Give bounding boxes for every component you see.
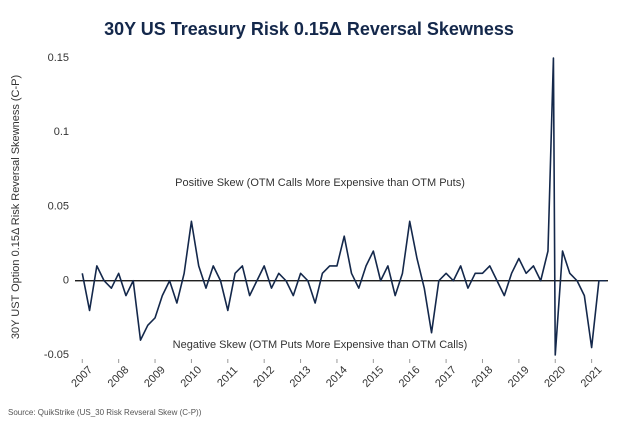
x-tick-label: 2018 [470,364,496,390]
x-tick-label: 2012 [251,364,277,390]
source: Source: QuikStrike (US_30 Risk Revseral … [8,408,202,417]
x-tick-label: 2008 [106,364,132,390]
x-tick-label: 2016 [397,364,423,390]
y-tick-label: 0.05 [48,200,69,212]
x-tick-label: 2021 [579,364,605,390]
x-tick-label: 2014 [324,364,350,390]
data-line [81,57,607,356]
x-tick-label: 2020 [542,364,568,390]
y-tick-label: 0.15 [48,52,69,64]
x-tick-label: 2010 [178,364,204,390]
y-tick-label: 0.1 [54,126,69,138]
annotation: Positive Skew (OTM Calls More Expensive … [175,177,465,189]
y-tick-label: 0 [63,275,69,287]
x-tick-label: 2009 [142,364,168,390]
x-tick-label: 2011 [215,364,240,389]
x-tick-label: 2017 [433,364,459,390]
x-tick-label: 2019 [506,364,532,390]
x-tick-label: 2007 [69,364,95,390]
y-tick-label: -0.05 [44,349,69,361]
annotation: Negative Skew (OTM Puts More Expensive t… [173,339,468,351]
y-axis-label: 30Y UST Option 0.15Δ Risk Reversal Skewn… [10,75,22,339]
x-tick-label: 2013 [288,364,314,390]
chart-title: 30Y US Treasury Risk 0.15Δ Reversal Skew… [104,19,514,39]
x-tick-label: 2015 [360,364,386,390]
